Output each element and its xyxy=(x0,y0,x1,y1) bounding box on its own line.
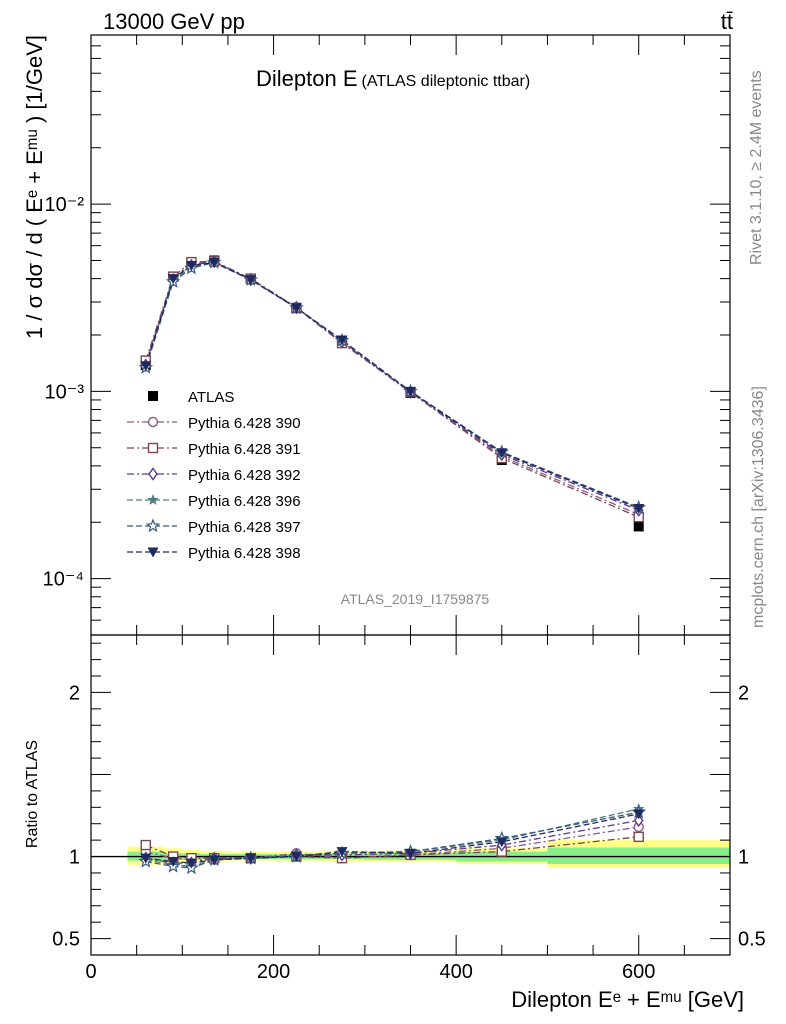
legend-marker xyxy=(147,494,159,505)
main-series-6-point xyxy=(185,261,197,272)
main-panel-marks xyxy=(138,254,646,532)
process-label: tt̄ xyxy=(721,9,733,34)
x-tick-label: 200 xyxy=(257,961,290,983)
main-subtitle-text: (ATLAS dileptonic ttbar) xyxy=(362,73,531,90)
main-series-6-point xyxy=(633,503,645,514)
ratio-series-2-point xyxy=(633,831,644,843)
ratio-series-6-point xyxy=(140,853,152,864)
legend-label: Pythia 6.428 396 xyxy=(188,493,301,510)
ratio-series-6-point xyxy=(496,837,508,848)
ratio-panel-marks xyxy=(138,802,646,875)
main-watermark: ATLAS_2019_I1759875 xyxy=(341,591,490,607)
legend-marker xyxy=(147,416,159,428)
main-series-line-1 xyxy=(145,261,639,516)
rivet-label: Rivet 3.1.10, ≥ 2.4M events xyxy=(748,70,765,265)
main-series-6-point xyxy=(290,303,302,314)
ratio-series-6-point xyxy=(290,852,302,863)
legend-marker xyxy=(148,391,158,401)
ratio-series-line-4 xyxy=(145,808,639,868)
ratio-y-tick-label: 0.5 xyxy=(52,929,80,951)
legend-marker xyxy=(147,547,159,558)
x-tick-label: 600 xyxy=(622,961,655,983)
ratio-series-2-point xyxy=(140,839,151,851)
energy-label: 13000 GeV pp xyxy=(103,9,245,34)
main-title: Dilepton E (ATLAS dileptonic ttbar) xyxy=(256,66,530,91)
legend-label: Pythia 6.428 397 xyxy=(188,519,301,536)
main-series-6-point xyxy=(167,274,179,285)
ratio-band-inner xyxy=(547,847,730,864)
ratio-series-6-point xyxy=(336,847,348,858)
main-series-6-point xyxy=(405,386,416,397)
main-y-tick-label: 10⁻³ xyxy=(45,381,85,403)
main-data-point xyxy=(633,521,644,532)
mcplots-label: mcplots.cern.ch [arXiv:1306.3436] xyxy=(750,386,767,628)
main-series-6-point xyxy=(245,275,257,286)
ratio-series-line-6 xyxy=(145,813,639,864)
ratio-y-tick-label: 1 xyxy=(69,847,80,869)
main-y-tick-label: 10⁻² xyxy=(45,194,85,216)
ratio-series-6-point xyxy=(633,809,645,820)
ratio-y-axis-label: Ratio to ATLAS xyxy=(24,740,41,848)
main-series-6-point xyxy=(208,257,220,268)
x-tick-label: 400 xyxy=(439,961,472,983)
main-series-6-point xyxy=(336,335,348,346)
main-y-tick-label: 10⁻⁴ xyxy=(43,569,84,591)
main-y-axis-label: 1 / σ dσ / d ( Eᵉ + Eᵐᵘ ) [1/GeV] xyxy=(22,35,47,339)
ratio-series-6-point xyxy=(208,855,220,866)
ratio-series-3-point xyxy=(633,813,644,828)
ratio-series-6-point xyxy=(245,853,257,864)
legend-label: Pythia 6.428 391 xyxy=(188,441,301,458)
ratio-y-tick-label-right: 0.5 xyxy=(738,929,766,951)
ratio-y-tick-label: 2 xyxy=(69,682,80,704)
ratio-series-line-1 xyxy=(145,826,639,861)
legend-label: ATLAS xyxy=(188,389,234,406)
legend: ATLAS Pythia 6.428 390 Pythia 6.428 391 Pyt… xyxy=(127,389,301,562)
legend-label: Pythia 6.428 392 xyxy=(188,467,301,484)
legend-label: Pythia 6.428 390 xyxy=(188,415,301,432)
ratio-series-6-point xyxy=(405,848,416,859)
main-series-6-point xyxy=(140,361,152,372)
ratio-y-tick-label-right: 1 xyxy=(738,847,749,869)
ratio-panel-frame xyxy=(90,634,731,956)
main-series-line-6 xyxy=(145,261,639,510)
main-title-text: Dilepton E xyxy=(256,66,358,91)
legend-marker xyxy=(145,518,161,533)
legend-marker xyxy=(147,442,159,454)
main-series-6-point xyxy=(496,448,508,459)
main-panel-frame xyxy=(90,34,731,636)
legend-marker xyxy=(148,467,158,481)
ratio-panel-ticks: 0.5 0.5 1 1 2 2 0 200 400 600 xyxy=(52,635,766,983)
x-axis-label: Dilepton Eᵉ + Eᵐᵘ [GeV] xyxy=(511,987,744,1012)
ratio-series-line-3 xyxy=(145,819,639,864)
ratio-series-6-point xyxy=(185,858,197,869)
ratio-y-tick-label-right: 2 xyxy=(738,682,749,704)
legend-label: Pythia 6.428 398 xyxy=(188,545,301,562)
main-panel-ticks: 10⁻⁴ 10⁻³ 10⁻² xyxy=(43,34,731,636)
x-tick-label: 0 xyxy=(85,961,96,983)
ratio-series-6-point xyxy=(167,856,179,867)
